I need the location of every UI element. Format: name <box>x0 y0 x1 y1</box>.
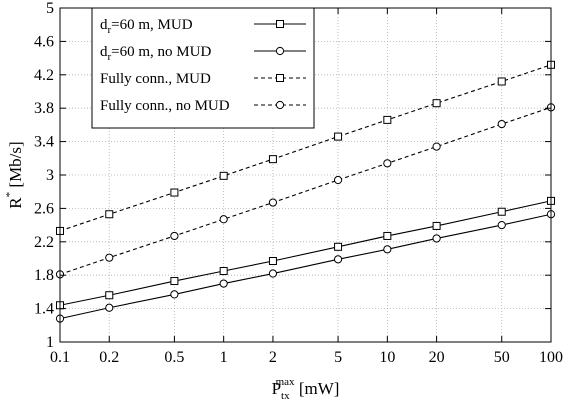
x-axis-label: Ptx max [mW] <box>272 376 340 402</box>
series-4-point <box>105 253 114 262</box>
series-1-point <box>497 207 506 216</box>
y-tick-label: 2.6 <box>34 200 54 217</box>
y-tick-label: 2.2 <box>34 234 54 251</box>
series-3-point <box>170 188 179 197</box>
series-2-point <box>219 279 228 288</box>
series-3-point <box>497 77 506 86</box>
series-1-point <box>170 277 179 286</box>
x-tick-label: 0.5 <box>164 349 184 366</box>
x-tick-label: 2 <box>269 349 277 366</box>
y-tick-label: 4.2 <box>34 67 54 84</box>
y-axis-label: R* [Mb/s] <box>4 141 25 208</box>
y-tick-label: 3.4 <box>34 134 54 151</box>
series-1-point <box>334 242 343 251</box>
x-axis-label-main: P <box>272 379 281 398</box>
series-3-point <box>105 210 114 219</box>
series-2-point <box>432 234 441 243</box>
series-3-point <box>334 132 343 141</box>
x-tick-label: 50 <box>494 349 510 366</box>
x-tick-label: 0.2 <box>99 349 119 366</box>
x-tick-label: 0.1 <box>50 349 70 366</box>
series-1 <box>56 196 555 310</box>
series-3-line <box>59 64 552 232</box>
y-tick-label: 3 <box>46 167 54 184</box>
series-2-line <box>59 213 552 320</box>
series-2-point <box>383 245 392 254</box>
series-3-point <box>219 171 228 180</box>
x-axis-label-sub: tx <box>281 390 290 402</box>
series-1-point <box>383 231 392 240</box>
series-4-point <box>333 175 343 185</box>
x-tick-label: 5 <box>334 349 342 366</box>
y-tick-label: 1 <box>46 334 54 351</box>
series-4-line <box>59 106 552 275</box>
series-2-point <box>497 221 506 230</box>
series-4-point <box>497 119 506 129</box>
y-tick-label: 5 <box>46 0 54 17</box>
legend-entry-marker <box>275 100 285 110</box>
x-tick-label: 1 <box>220 349 228 366</box>
x-axis-label-unit: [mW] <box>295 379 340 398</box>
y-tick-label: 1.4 <box>34 301 54 318</box>
y-tick-label: 4.6 <box>34 33 54 50</box>
legend-entry-marker <box>276 74 284 82</box>
y-tick-label: 3.8 <box>34 100 54 117</box>
y-axis-label-unit: [Mb/s] <box>6 141 25 192</box>
legend-entry-label: dr=60 m, MUD <box>100 17 193 36</box>
series-3-point <box>383 115 392 124</box>
series-4 <box>55 103 556 279</box>
series-2-point <box>268 269 278 278</box>
legend-entry-marker <box>275 46 285 56</box>
y-tick-label: 1.8 <box>34 267 54 284</box>
series-1-point <box>105 291 114 300</box>
series-3-point <box>268 155 277 164</box>
y-axis-label-main: R <box>6 197 25 209</box>
x-tick-label: 10 <box>379 349 395 366</box>
series-1-point <box>432 221 441 230</box>
series-2-point <box>333 255 343 264</box>
series-2 <box>55 210 556 323</box>
x-tick-label: 20 <box>429 349 445 366</box>
x-axis-label-sup: max <box>276 376 295 388</box>
legend-entry-label: Fully conn., MUD <box>100 71 211 87</box>
series-4-point <box>383 159 392 168</box>
legend-entry-marker <box>276 20 284 28</box>
series-1-point <box>219 267 228 276</box>
series-1-line <box>59 200 552 306</box>
series-4-point <box>432 142 441 151</box>
series-2-point <box>170 290 179 299</box>
series-1-point <box>268 257 277 266</box>
series-4-point <box>219 215 228 224</box>
series-2-point <box>105 303 114 312</box>
legend-entry-label: dr=60 m, no MUD <box>100 44 211 63</box>
x-tick-label: 100 <box>539 349 563 366</box>
axis-ticks: 0.1 0.2 0.5 1 2 5 10 20 50 100 1 1.4 1.8 2.2 2.6 3 3.4 3.… <box>34 0 563 366</box>
legend: dr=60 m, MUD dr=60 m, no MUD Fully conn., … <box>91 7 315 129</box>
legend-entry-label: Fully conn., no MUD <box>100 98 230 114</box>
series-4-point <box>268 198 278 207</box>
y-axis-label-sup: * <box>4 192 16 198</box>
series-layer <box>55 60 556 323</box>
series-3-point <box>432 99 441 108</box>
series-4-point <box>170 231 179 241</box>
